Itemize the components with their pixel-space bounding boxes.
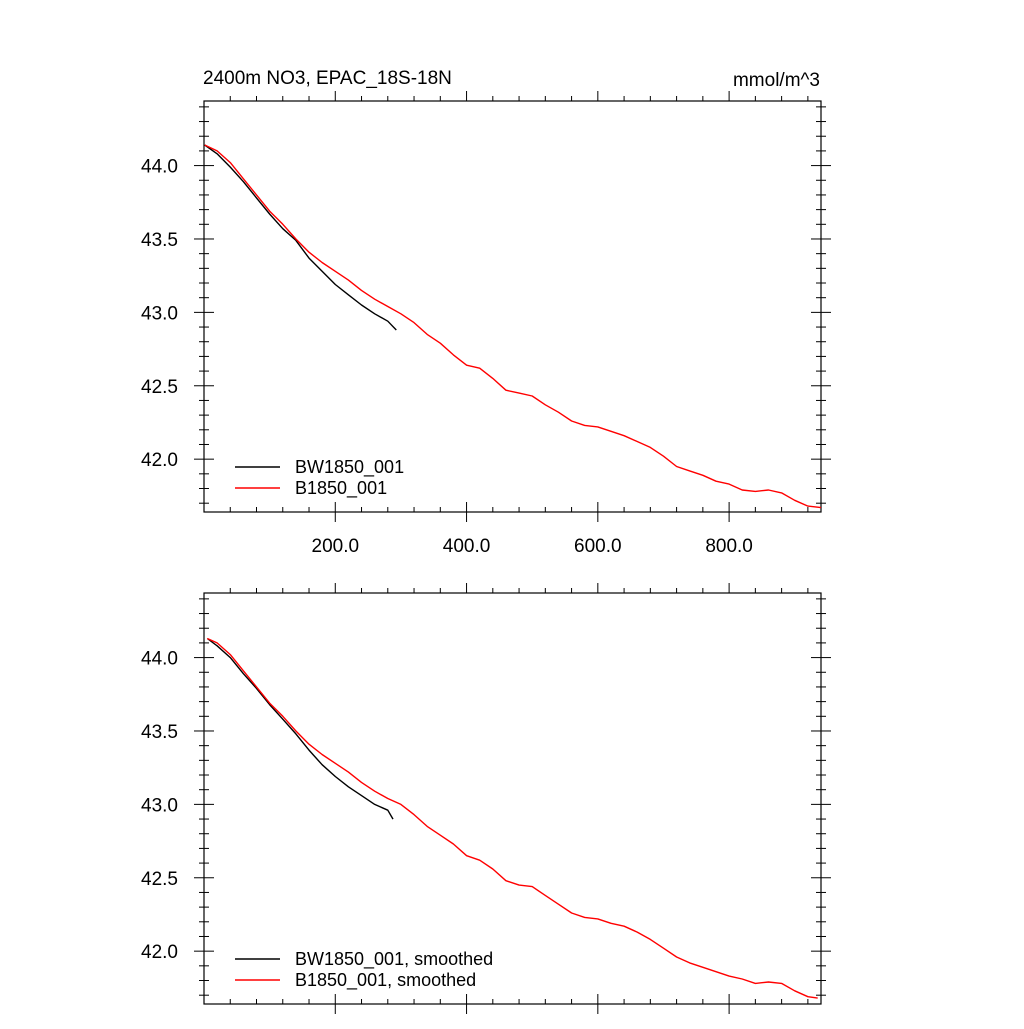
y-tick-label: 42.5 — [141, 869, 178, 890]
y-tick-label: 44.0 — [141, 157, 178, 178]
plot-frame — [203, 592, 822, 1005]
x-tick-label: 600.0 — [574, 536, 622, 557]
series-line-black — [206, 637, 394, 820]
series-line-red — [204, 144, 822, 509]
y-tick-label: 42.0 — [141, 942, 178, 963]
y-tick-label: 42.0 — [141, 450, 178, 471]
legend-label: BW1850_001 — [295, 457, 404, 478]
legend-label: B1850_001 — [295, 478, 387, 499]
y-tick-label: 43.5 — [141, 722, 178, 743]
y-tick-label: 43.0 — [141, 795, 178, 816]
series-line-black — [204, 144, 397, 331]
legend-label: B1850_001, smoothed — [295, 970, 476, 991]
x-tick-label: 400.0 — [443, 536, 491, 557]
top-panel: 200.0 400.0 600.0 800.0 42.0 42.5 43.0 43.5 44.0… — [141, 91, 831, 557]
plot-frame — [203, 100, 822, 513]
chart-units: mmol/m^3 — [733, 70, 820, 91]
x-tick-label: 800.0 — [705, 536, 753, 557]
bottom-panel: 42.0 42.5 43.0 43.5 44.0 BW1850_001, smoothed… — [141, 583, 831, 1014]
x-tick-label: 200.0 — [312, 536, 360, 557]
legend-label: BW1850_001, smoothed — [295, 949, 493, 970]
series-line-red — [207, 637, 818, 999]
y-tick-label: 43.5 — [141, 230, 178, 251]
chart-title: 2400m NO3, EPAC_18S-18N — [203, 68, 452, 89]
y-tick-label: 44.0 — [141, 649, 178, 670]
y-tick-label: 42.5 — [141, 377, 178, 398]
y-tick-label: 43.0 — [141, 303, 178, 324]
